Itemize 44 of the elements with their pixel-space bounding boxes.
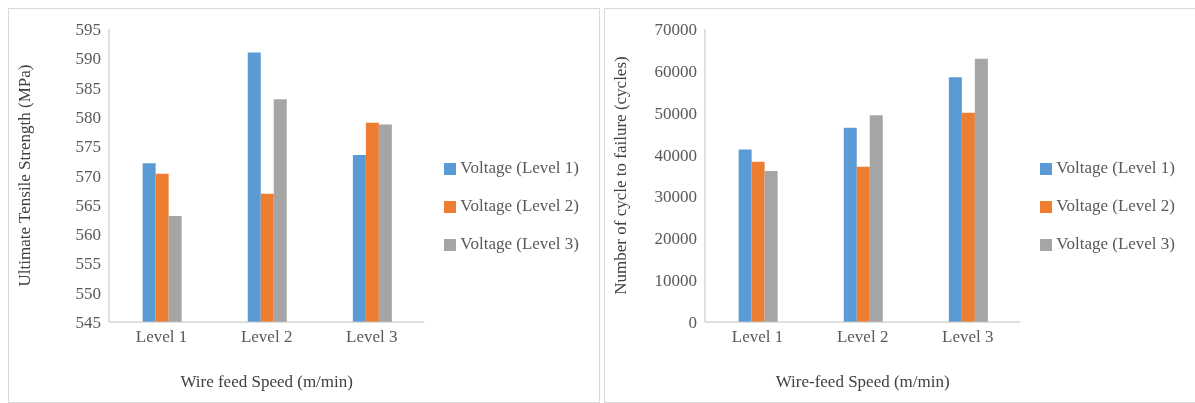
x-axis-title: Wire-feed Speed (m/min) — [775, 372, 950, 391]
y-tick-label: 595 — [75, 20, 101, 40]
y-tick-label: 590 — [75, 49, 101, 69]
bar — [751, 161, 765, 322]
y-tick-label: 555 — [75, 254, 101, 274]
x-tick-label: Level 1 — [135, 327, 188, 347]
x-tick-label: Level 2 — [836, 327, 889, 347]
x-tick-label: Level 2 — [240, 327, 293, 347]
legend-label: Voltage (Level 1) — [1056, 157, 1175, 177]
bar — [974, 58, 988, 322]
legend-label: Voltage (Level 3) — [1056, 233, 1175, 253]
x-tick-label: Level 3 — [346, 327, 398, 347]
bar — [856, 166, 870, 322]
y-tick-label: 565 — [75, 195, 101, 215]
y-tick-label: 20000 — [654, 229, 697, 249]
bar — [843, 127, 857, 322]
bar — [869, 115, 883, 322]
y-tick-label: 570 — [75, 166, 101, 186]
y-tick-label: 30000 — [654, 187, 697, 207]
y-tick-label: 575 — [75, 137, 101, 157]
y-tick-label: 0 — [688, 313, 697, 333]
bar — [961, 112, 975, 322]
y-axis-title: Ultimate Tensile Strength (MPa) — [15, 64, 35, 287]
y-tick-label: 580 — [75, 107, 101, 127]
legend-label: Voltage (Level 2) — [1056, 195, 1175, 215]
x-axis-title: Wire feed Speed (m/min) — [180, 372, 353, 391]
y-tick-label: 10000 — [654, 271, 697, 291]
x-tick-label: Level 3 — [942, 327, 994, 347]
y-axis-title: Number of cycle to failure (cycles) — [611, 56, 631, 295]
y-tick-label: 550 — [75, 283, 101, 303]
y-tick-label: 40000 — [654, 145, 697, 165]
y-tick-label: 585 — [75, 78, 101, 98]
legend-label: Voltage (Level 2) — [460, 195, 579, 215]
y-tick-label: 50000 — [654, 103, 697, 123]
legend-label: Voltage (Level 1) — [460, 157, 579, 177]
y-tick-label: 70000 — [654, 20, 697, 40]
x-tick-label: Level 1 — [731, 327, 784, 347]
legend-label: Voltage (Level 3) — [460, 233, 579, 253]
bar — [738, 149, 752, 322]
bar — [948, 77, 962, 322]
y-tick-label: 560 — [75, 225, 101, 245]
y-tick-label: 545 — [75, 313, 101, 333]
y-tick-label: 60000 — [654, 61, 697, 81]
bar — [764, 170, 778, 322]
